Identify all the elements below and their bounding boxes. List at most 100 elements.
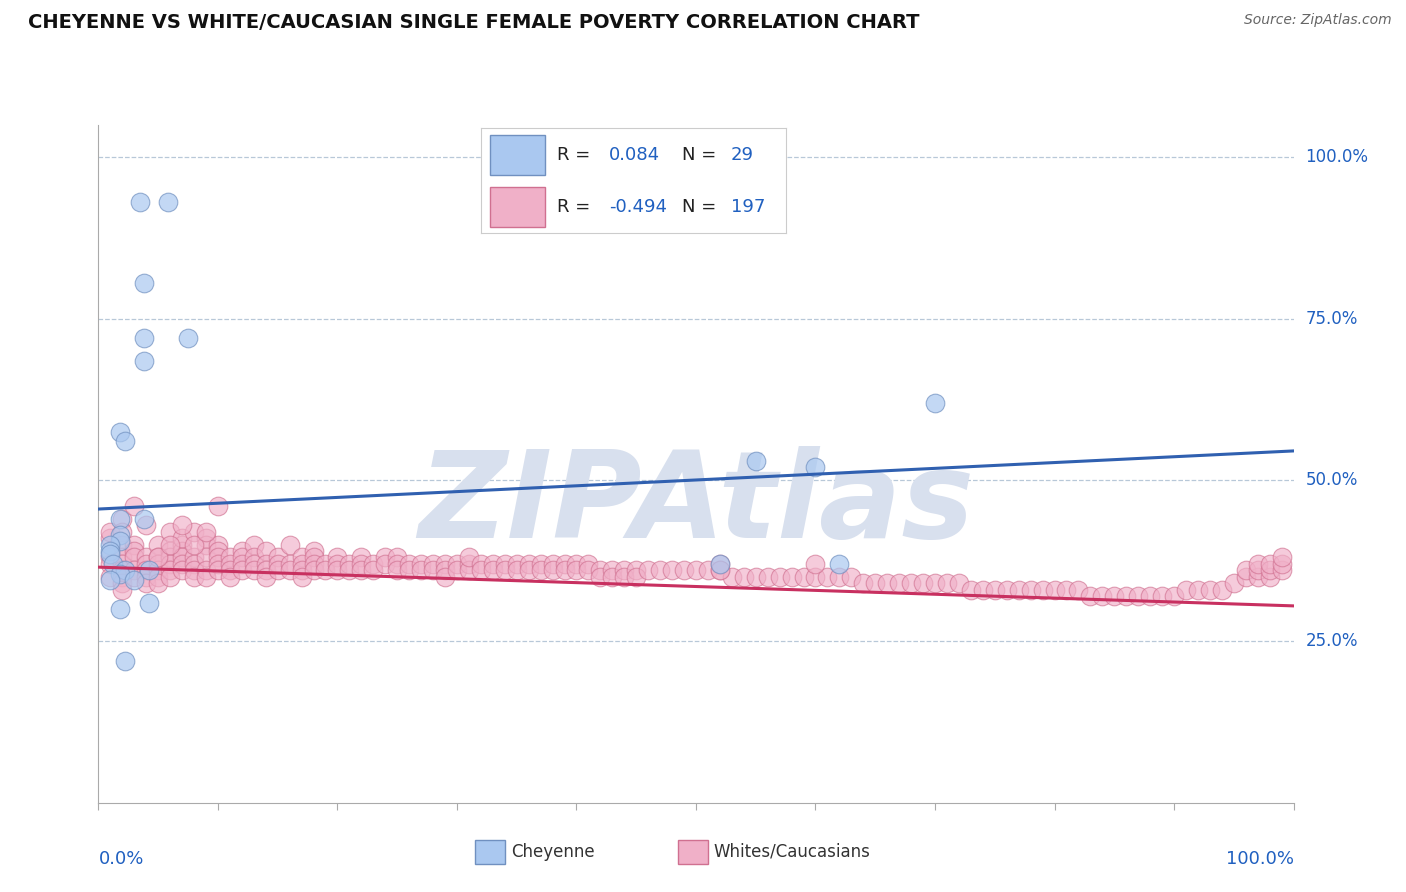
Point: [756, 570, 779, 584]
Point: [804, 460, 827, 475]
Point: [111, 570, 134, 584]
Point: [972, 582, 994, 597]
Point: [290, 557, 312, 571]
Point: [470, 557, 492, 571]
Point: [863, 576, 886, 591]
Point: [529, 557, 551, 571]
Point: [661, 563, 683, 577]
Point: [589, 570, 612, 584]
Point: [254, 570, 277, 584]
Point: [780, 570, 803, 584]
Point: [600, 570, 623, 584]
Point: [1150, 589, 1173, 603]
Point: [114, 563, 136, 577]
Point: [111, 537, 134, 551]
Point: [1007, 582, 1029, 597]
Point: [278, 563, 301, 577]
Point: [326, 550, 349, 565]
Point: [111, 582, 134, 597]
Point: [98, 531, 122, 545]
Point: [194, 563, 217, 577]
Point: [148, 550, 170, 565]
Text: 0.0%: 0.0%: [98, 850, 143, 868]
Point: [624, 570, 647, 584]
Text: R =: R =: [557, 145, 591, 163]
Point: [554, 563, 576, 577]
Point: [900, 576, 922, 591]
Text: 75.0%: 75.0%: [1305, 310, 1358, 327]
Point: [576, 557, 599, 571]
Point: [159, 563, 181, 577]
Text: N =: N =: [682, 145, 716, 163]
Point: [337, 563, 360, 577]
Point: [183, 524, 205, 539]
Point: [124, 544, 146, 558]
Point: [363, 563, 385, 577]
Point: [124, 570, 146, 584]
Point: [924, 395, 946, 409]
Point: [1080, 589, 1102, 603]
Point: [278, 537, 301, 551]
Point: [135, 576, 157, 591]
Point: [624, 563, 647, 577]
Point: [98, 524, 122, 539]
Point: [254, 563, 277, 577]
Point: [745, 570, 768, 584]
Point: [1271, 557, 1294, 571]
Point: [1211, 582, 1233, 597]
Point: [589, 563, 612, 577]
Point: [876, 576, 898, 591]
Point: [995, 582, 1018, 597]
Point: [398, 563, 420, 577]
Text: 100.0%: 100.0%: [1226, 850, 1294, 868]
Point: [1128, 589, 1150, 603]
Point: [697, 563, 720, 577]
Point: [135, 518, 157, 533]
Point: [709, 557, 731, 571]
Point: [889, 576, 911, 591]
Point: [685, 563, 707, 577]
Point: [422, 557, 444, 571]
Point: [648, 563, 672, 577]
Point: [132, 353, 155, 368]
Point: [219, 563, 242, 577]
Point: [1246, 557, 1268, 571]
Point: [1115, 589, 1137, 603]
Point: [267, 563, 290, 577]
Point: [207, 550, 229, 565]
Point: [183, 550, 205, 565]
Point: [565, 563, 588, 577]
Point: [254, 544, 277, 558]
Point: [108, 602, 131, 616]
Point: [135, 563, 157, 577]
Point: [111, 576, 134, 591]
Point: [159, 524, 181, 539]
Point: [219, 570, 242, 584]
Point: [290, 550, 312, 565]
Point: [350, 563, 373, 577]
Point: [481, 557, 505, 571]
Point: [98, 570, 122, 584]
Text: CHEYENNE VS WHITE/CAUCASIAN SINGLE FEMALE POVERTY CORRELATION CHART: CHEYENNE VS WHITE/CAUCASIAN SINGLE FEMAL…: [28, 13, 920, 32]
Point: [446, 563, 468, 577]
Point: [541, 557, 564, 571]
Point: [385, 563, 409, 577]
Point: [1139, 589, 1161, 603]
Point: [852, 576, 875, 591]
Point: [172, 563, 194, 577]
Point: [326, 557, 349, 571]
Point: [129, 195, 152, 210]
Point: [337, 557, 360, 571]
Point: [194, 550, 217, 565]
Point: [159, 537, 181, 551]
Point: [350, 550, 373, 565]
Point: [411, 563, 433, 577]
Point: [446, 557, 468, 571]
Point: [554, 557, 576, 571]
Point: [721, 570, 744, 584]
Point: [148, 537, 170, 551]
Point: [613, 563, 636, 577]
Point: [374, 557, 396, 571]
Point: [108, 534, 131, 549]
Point: [422, 563, 444, 577]
